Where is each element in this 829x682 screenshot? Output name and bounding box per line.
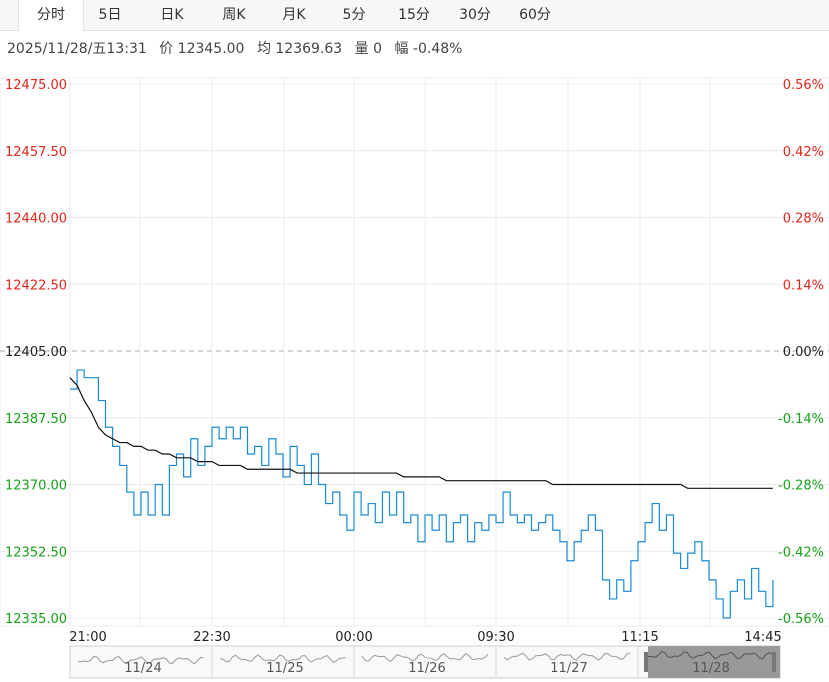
tab-intraday[interactable]: 分时 (18, 0, 84, 31)
navigator-selection (648, 646, 780, 678)
navigator-sparkline (645, 650, 773, 660)
navigator-right-handle[interactable] (772, 652, 776, 672)
right-tick-label: 0.28% (783, 212, 824, 227)
tab-60min[interactable]: 60分 (519, 7, 551, 23)
navigator-day-label: 11/24 (124, 661, 161, 676)
quote-average: 均 12369.63 (256, 41, 343, 57)
tab-5min[interactable]: 5分 (342, 7, 366, 23)
left-tick-label: 12335.00 (5, 612, 67, 627)
tab-5day[interactable]: 5日 (98, 7, 122, 23)
time-tick-label: 21:00 (69, 630, 106, 645)
period-tab-bar: 分时 5日 日K 周K 月K 5分 15分 30分 60分 (0, 0, 829, 31)
chart-series (69, 369, 774, 619)
quote-datetime: 2025/11/28/五13:31 (7, 41, 147, 57)
time-tick-label: 11:15 (621, 630, 658, 645)
navigator-sparkline (219, 654, 347, 664)
chart-grid (0, 77, 829, 627)
price-series-line (70, 369, 774, 619)
right-tick-label: 0.00% (783, 345, 824, 360)
quote-info-line: 2025/11/28/五13:31 价 12345.00 均 12369.63 … (7, 38, 470, 58)
navigator-sparkline (77, 656, 205, 665)
right-tick-label: 0.14% (783, 278, 824, 293)
time-tick-label: 22:30 (193, 630, 230, 645)
quote-change: 幅 -0.48% (394, 41, 463, 57)
tab-weekly-k[interactable]: 周K (222, 7, 246, 23)
quote-price: 价 12345.00 (159, 41, 245, 57)
tab-daily-k[interactable]: 日K (160, 7, 184, 23)
time-tick-label: 14:45 (744, 630, 781, 645)
time-tick-label: 09:30 (477, 630, 514, 645)
right-tick-label: -0.42% (778, 545, 824, 560)
right-tick-label: -0.14% (778, 412, 824, 427)
right-tick-label: -0.28% (778, 479, 824, 494)
left-tick-label: 12405.00 (5, 345, 67, 360)
quote-volume: 量 0 (354, 41, 383, 57)
tab-15min[interactable]: 15分 (398, 7, 430, 23)
plot-frame (0, 77, 829, 627)
right-tick-label: 0.42% (783, 145, 824, 160)
right-tick-label: 0.56% (783, 78, 824, 93)
right-tick-label: -0.56% (778, 612, 824, 627)
navigator-day-label: 11/27 (550, 661, 587, 676)
left-tick-label: 12352.50 (5, 545, 67, 560)
range-navigator[interactable]: 11/24 11/25 11/26 11/27 11/28 (69, 645, 781, 679)
navigator-day-label: 11/25 (266, 661, 303, 676)
left-tick-label: 12422.50 (5, 278, 67, 293)
left-tick-label: 12440.00 (5, 212, 67, 227)
navigator-day-label: 11/26 (408, 661, 445, 676)
time-axis: 21:00 22:30 00:00 09:30 11:15 14:45 (69, 630, 781, 645)
navigator-sparkline (361, 653, 489, 663)
tab-30min[interactable]: 30分 (459, 7, 491, 23)
left-tick-label: 12457.50 (5, 145, 67, 160)
navigator-day-label: 11/28 (692, 661, 729, 676)
tab-monthly-k[interactable]: 月K (282, 7, 306, 23)
average-series-line (69, 377, 773, 489)
navigator-left-handle[interactable] (644, 652, 648, 672)
left-tick-label: 12475.00 (5, 78, 67, 93)
time-tick-label: 00:00 (335, 630, 372, 645)
left-tick-label: 12387.50 (5, 412, 67, 427)
left-price-axis: 12475.00 12457.50 12440.00 12422.50 12405.00… (5, 78, 67, 627)
navigator-sparkline (503, 652, 631, 661)
right-percent-axis: 0.56% 0.42% 0.28% 0.14% 0.00% -0.14% -0.28% -0.… (778, 78, 824, 627)
left-tick-label: 12370.00 (5, 479, 67, 494)
